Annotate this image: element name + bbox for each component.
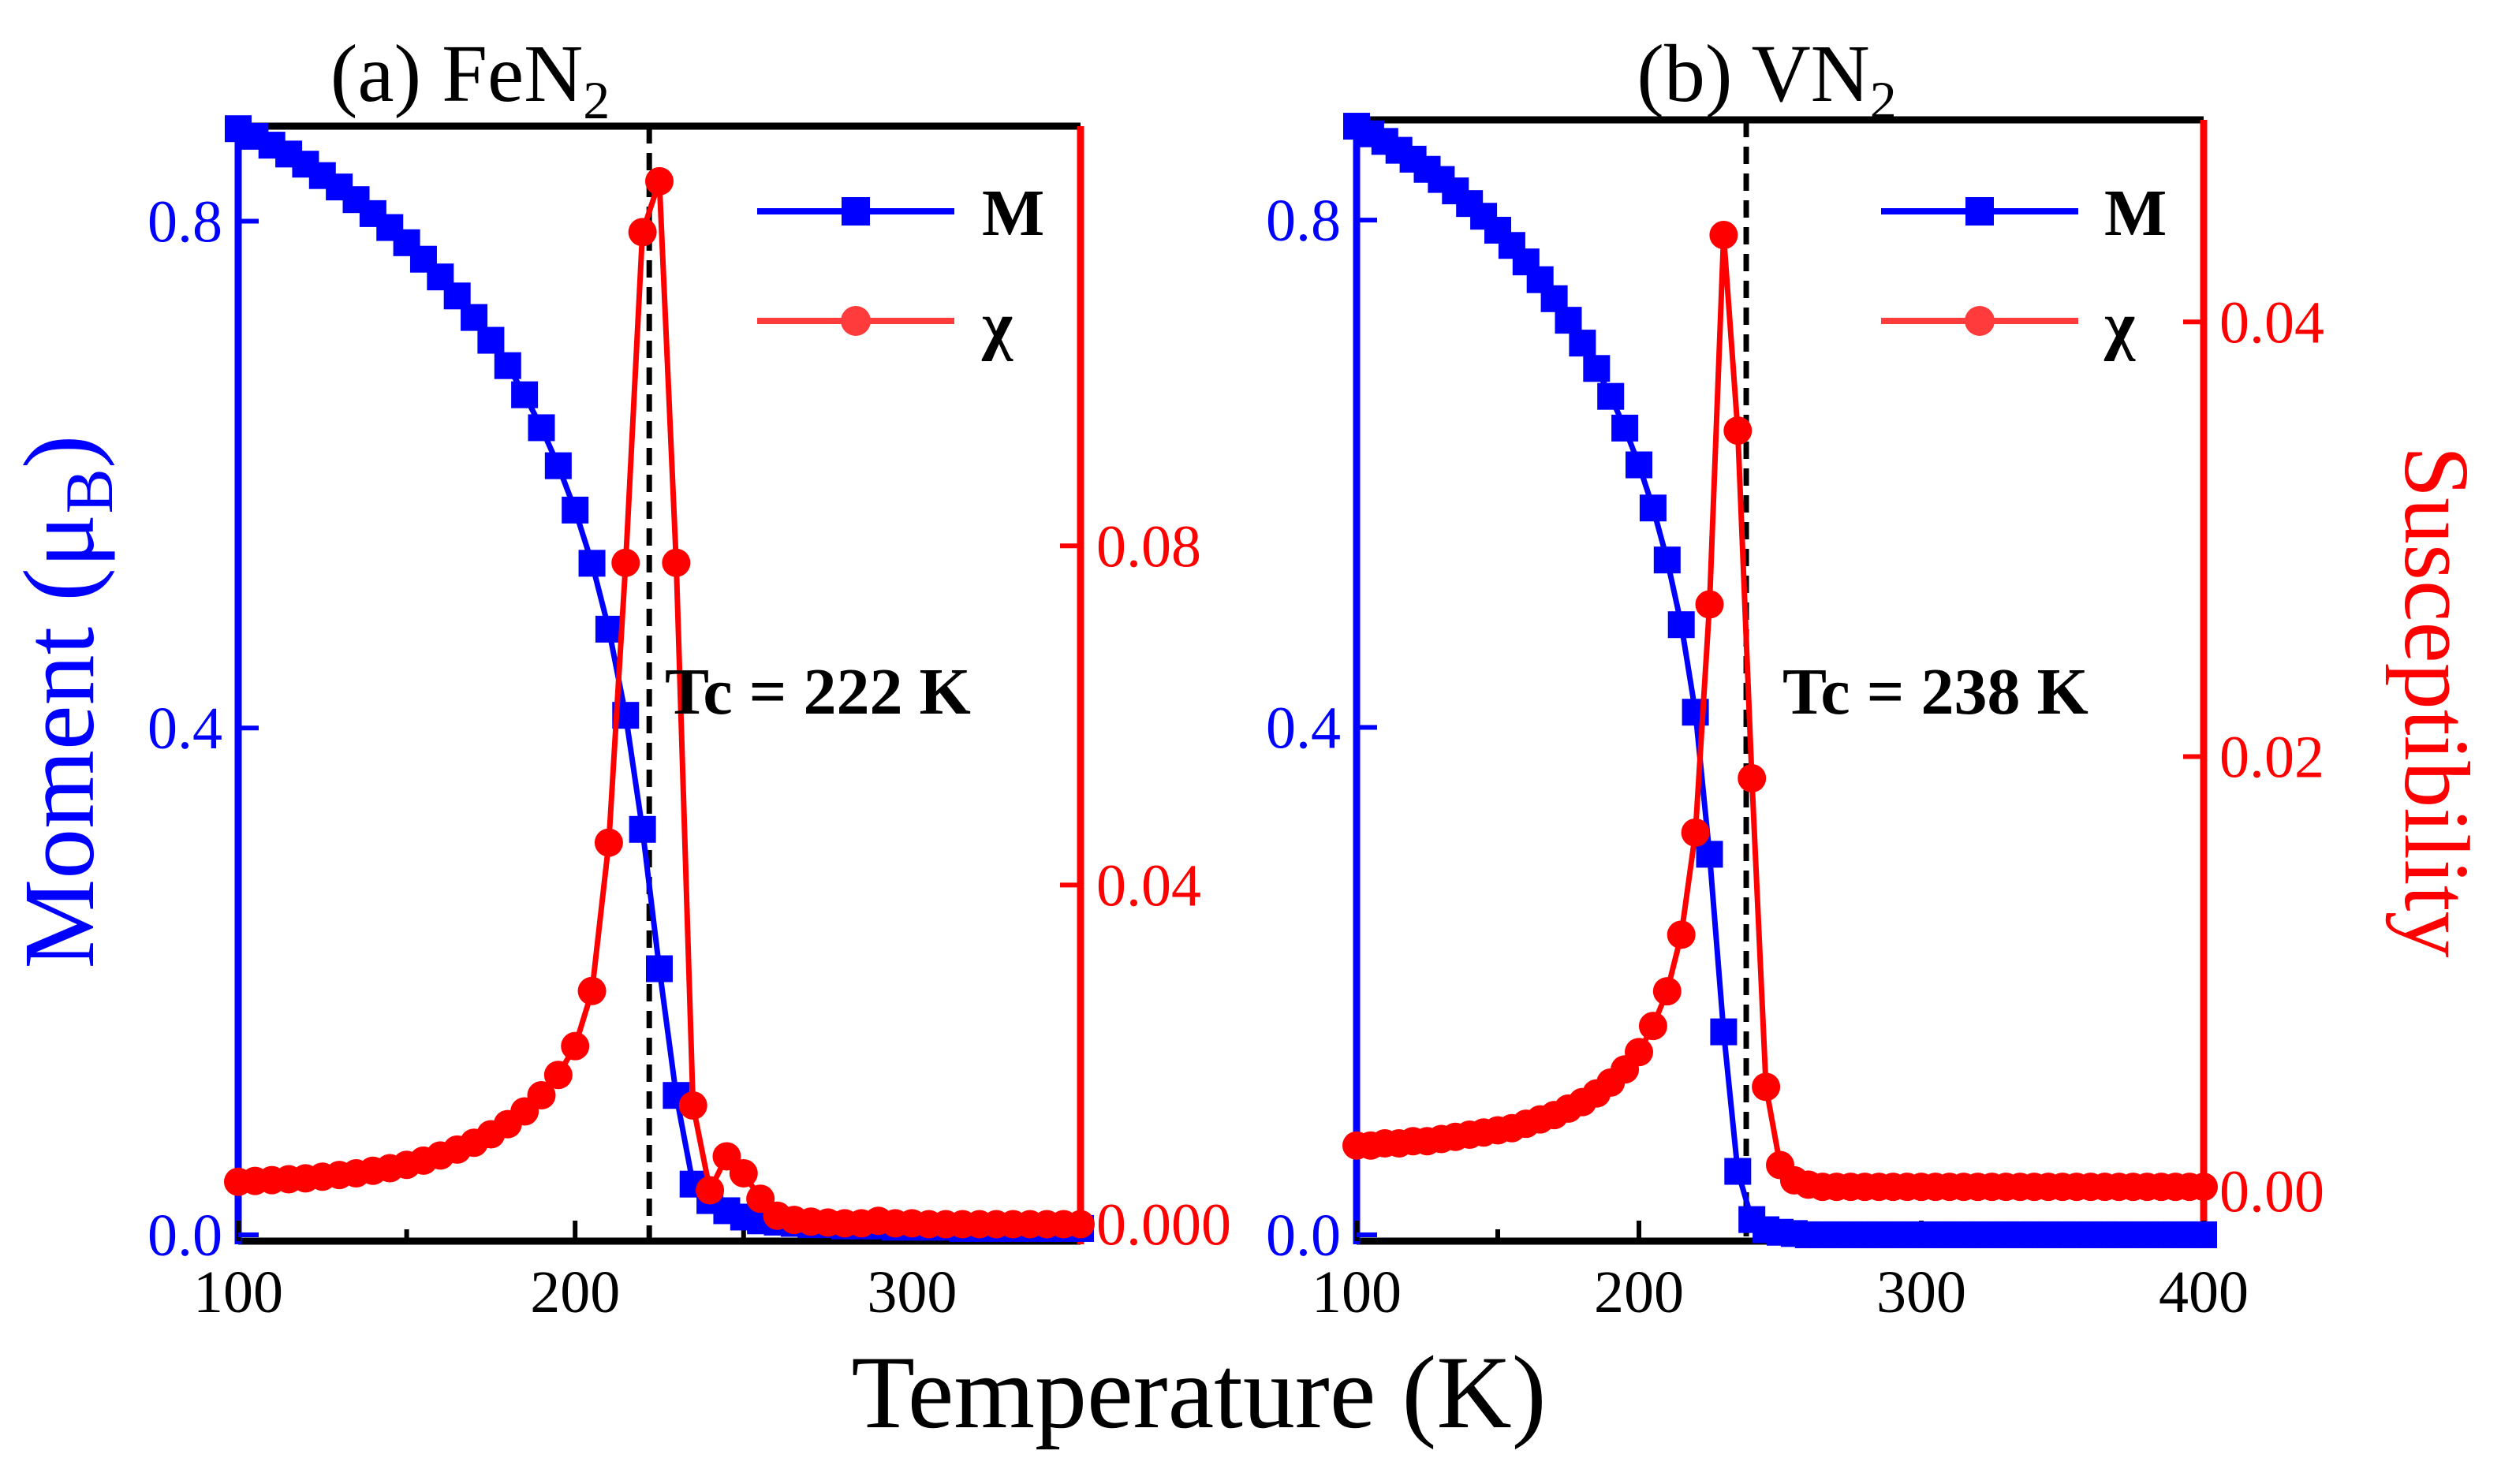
panel-b-left-tick-label: 0.8 (1266, 188, 1341, 254)
panel-a-moment-point (494, 352, 521, 379)
panel-a-susceptibility-point (527, 1081, 556, 1110)
panel-b-right-tick-label: 0.04 (2219, 289, 2324, 356)
panel-a-susceptibility-point (543, 1061, 573, 1090)
panel-b-moment-point (1639, 494, 1667, 522)
panel-b-susceptibility-point (1652, 977, 1682, 1006)
panel-a-tc-label: Tc = 222 K (665, 655, 971, 729)
panel-a-title-sub: 2 (583, 70, 610, 130)
panel-a-left-tick-label: 0.0 (147, 1202, 222, 1269)
panel-a-susceptibility-point (561, 1031, 590, 1061)
panel-a-x-tick-label: 200 (530, 1259, 620, 1326)
legend-a-chi-marker (841, 306, 871, 336)
panel-a-moment-point (544, 452, 572, 479)
legend-b-chi-marker (1965, 306, 1995, 336)
panel-b-title: (b) VN2 (1637, 28, 1897, 130)
panel-a: 100 200 300 0.0 0.4 0.8 0.000 0.04 0.08 (147, 115, 1231, 1326)
panel-a-susceptibility-point (729, 1158, 758, 1188)
y-axis-label-left-close: ) (3, 435, 115, 469)
panel-a-susceptibility-point (594, 828, 623, 857)
legend-b-m-label: M (2104, 177, 2167, 250)
panel-b-right-tick-label: 0.00 (2219, 1159, 2324, 1225)
panel-a-moment-point (511, 381, 539, 408)
panel-a-susceptibility-point (577, 976, 607, 1005)
panel-a-moment-point (477, 326, 505, 354)
legend-a-chi-label: χ (981, 289, 1013, 362)
panel-b-susceptibility-point (1638, 1012, 1667, 1041)
panel-a-x-tick-label: 300 (867, 1259, 957, 1326)
x-axis-label: Temperature (K) (851, 1334, 1546, 1450)
panel-b-moment-point (1710, 1018, 1738, 1046)
y-axis-label-left: Moment (μB) (3, 435, 127, 969)
panel-b-susceptibility-point (2189, 1173, 2218, 1202)
panel-a-moment-point (595, 615, 622, 643)
panel-b-moment-point (1667, 611, 1695, 639)
panel-a-x-tick-label: 100 (193, 1259, 283, 1326)
legend-a-m-label: M (982, 177, 1044, 250)
panel-a-left-tick-label: 0.8 (147, 189, 222, 255)
panel-b-susceptibility-point (1752, 1072, 1781, 1102)
legend-a-m-marker (842, 197, 870, 226)
panel-b-moment-point (1626, 451, 1652, 479)
panel-b-title-main: (b) VN (1637, 28, 1870, 119)
panel-a-right-tick-label: 0.08 (1096, 513, 1201, 580)
panel-b-moment-point (1555, 307, 1582, 334)
panel-b-x-tick-label: 400 (2159, 1259, 2249, 1326)
panel-a-right-tick-label: 0.000 (1096, 1191, 1231, 1258)
panel-b-moment-point (1724, 1158, 1752, 1185)
panel-a-moment-point (562, 496, 589, 524)
panel-b-right-tick-label: 0.02 (2219, 724, 2324, 790)
panel-b-susceptibility-point (1625, 1038, 1653, 1067)
legend-b-m-marker (1965, 197, 1994, 226)
panel-a-moment-point (646, 955, 673, 982)
panel-b-moment-point (1583, 355, 1611, 382)
y-axis-label-right: Susceptibility (2385, 446, 2488, 958)
panel-a-moment-point (528, 414, 555, 442)
panel-a-legend: M χ (757, 177, 1044, 362)
panel-a-title-main: (a) FeN (330, 28, 584, 119)
panel-a-susceptibility-point (678, 1091, 707, 1120)
panel-b-susceptibility-point (1695, 590, 1724, 619)
panel-b-susceptibility-point (1667, 920, 1696, 949)
panel-a-susceptibility-point (1066, 1210, 1095, 1239)
panel-b-left-tick-label: 0.4 (1266, 695, 1341, 762)
y-axis-label-left-main: Moment (μ (3, 514, 115, 969)
panel-b-moment-point (1611, 414, 1639, 442)
panel-b-susceptibility-point (1738, 764, 1767, 793)
panel-b-tc-label: Tc = 238 K (1782, 655, 2089, 729)
panel-a-susceptibility-point (611, 548, 640, 577)
panel-b-moment-point (1653, 546, 1681, 574)
panel-b-x-tick-label: 100 (1312, 1259, 1402, 1326)
panel-b-left-tick-label: 0.0 (1266, 1202, 1341, 1269)
panel-b-moment-point (1569, 330, 1596, 357)
panel-a-susceptibility-point (628, 218, 657, 247)
panel-b-susceptibility-point (1681, 818, 1710, 847)
panel-b-x-tick-label: 200 (1594, 1259, 1684, 1326)
y-axis-label-left-sub: B (51, 468, 127, 513)
panel-b-susceptibility-point (1723, 416, 1753, 446)
panel-a-susceptibility-point (645, 166, 674, 196)
panel-a-moment-point (578, 550, 606, 577)
panel-b-x-tick-label: 300 (1876, 1259, 1966, 1326)
panel-a-moment-point (629, 815, 656, 843)
panel-b-legend: M χ (1881, 177, 2167, 362)
panel-b-susceptibility-point (1709, 221, 1738, 250)
panel-b-moment-point (2190, 1221, 2217, 1248)
panel-a-right-tick-label: 0.04 (1096, 852, 1201, 919)
panel-a-left-tick-label: 0.4 (147, 695, 222, 762)
legend-b-chi-label: χ (2103, 289, 2136, 362)
panel-a-susceptibility-point (696, 1176, 725, 1205)
panel-a-susceptibility-point (662, 548, 691, 577)
panel-a-title: (a) FeN2 (330, 28, 610, 130)
panel-b-moment-point (1597, 382, 1625, 410)
panel-b: 100 200 300 400 0.0 0.4 0.8 0.00 0.02 0.04 (1266, 113, 2324, 1326)
panel-a-moment-point (461, 304, 488, 331)
